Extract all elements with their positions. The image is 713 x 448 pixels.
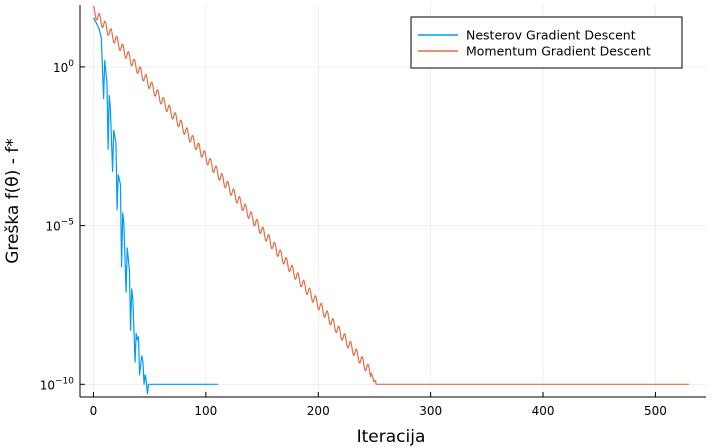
legend-box	[410, 16, 683, 69]
axes	[79, 5, 706, 398]
legend-label-momentum: Momentum Gradient Descent	[466, 44, 651, 59]
x-tick-label: 300	[419, 404, 442, 418]
x-axis-title: Iteracija	[357, 427, 426, 447]
series-nesterov-line	[92, 17, 219, 395]
x-tick-label: 500	[644, 404, 667, 418]
x-tick-label: 0	[90, 404, 98, 418]
x-tick-label: 400	[532, 404, 555, 418]
x-tick-label: 200	[307, 404, 330, 418]
x-tick-label: 100	[194, 404, 217, 418]
legend: Nesterov Gradient Descent Momentum Gradi…	[410, 16, 683, 69]
legend-label-nesterov: Nesterov Gradient Descent	[466, 28, 636, 43]
series-momentum-line	[92, 5, 690, 385]
x-ticks: 0 100 200 300 400 500	[90, 392, 667, 418]
series-layer	[92, 5, 690, 395]
y-axis-title: Greška f(θ) - f*	[3, 138, 23, 264]
